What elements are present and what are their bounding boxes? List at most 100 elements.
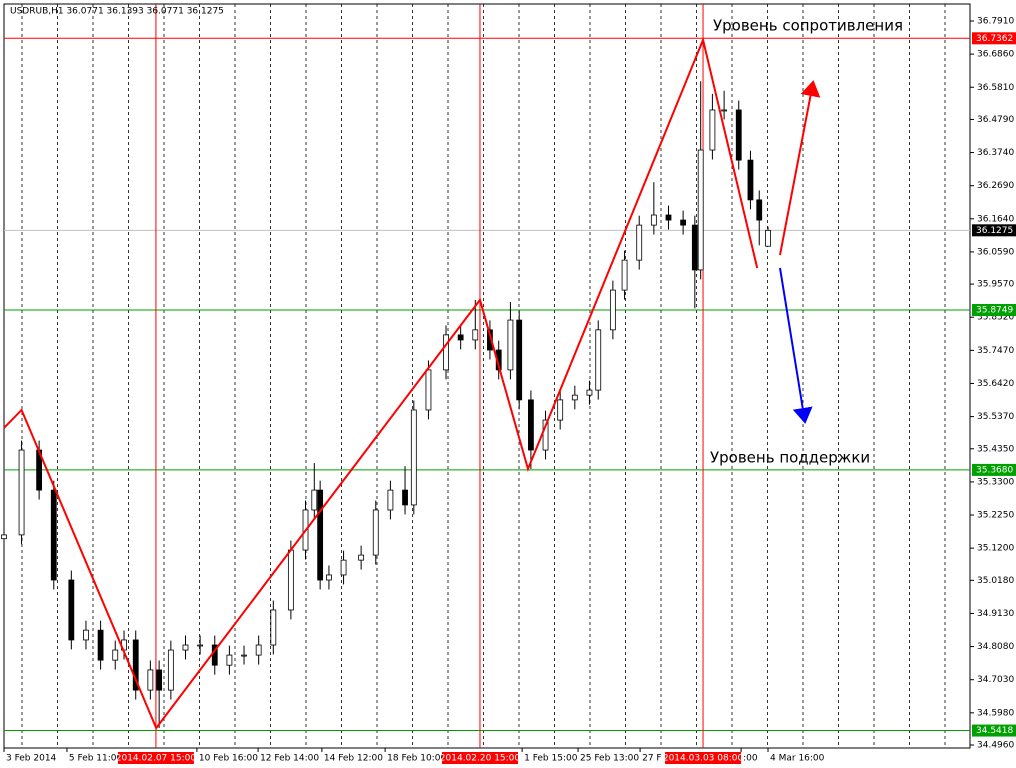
- candle-body: [621, 259, 628, 291]
- candle-body: [372, 509, 379, 556]
- plot-frame: [3, 3, 971, 749]
- x-tick-label: 18 Feb 10:00: [387, 754, 446, 764]
- candle-body: [709, 109, 716, 151]
- y-tick-label: 34.5980: [977, 708, 1014, 718]
- candle-body: [1, 534, 7, 540]
- y-tick-label: 35.9570: [977, 280, 1014, 290]
- candle-body: [112, 649, 119, 661]
- level-label: 36.7362: [976, 34, 1013, 44]
- candle-body: [402, 489, 408, 506]
- candle-body: [721, 109, 728, 112]
- level-label-box: [972, 224, 1016, 237]
- level-label-box: [972, 463, 1016, 476]
- vline-label-box: [665, 752, 742, 764]
- vline-label: 2014.03.03 08:00: [663, 754, 744, 764]
- y-tick-label: 36.4790: [977, 115, 1014, 125]
- y-tick-label: 35.3300: [977, 477, 1014, 487]
- candle-body: [18, 449, 25, 536]
- candle-body: [665, 214, 672, 221]
- candle-body: [571, 394, 578, 401]
- candle-body: [557, 399, 564, 421]
- candle-body: [507, 319, 514, 371]
- level-label-box: [972, 724, 1016, 737]
- vline-label-box: [117, 752, 194, 764]
- candle-body: [516, 319, 523, 401]
- x-tick-label: 1 Feb 15:00: [524, 754, 578, 764]
- annotation: Уровень поддержки: [710, 449, 870, 467]
- candle-body: [50, 489, 57, 581]
- y-tick-label: 36.3740: [977, 148, 1014, 158]
- x-tick-label: 5 Feb 11:00: [69, 754, 123, 764]
- candle-body: [387, 489, 394, 511]
- candle-body: [609, 289, 616, 331]
- y-tick-label: 35.5370: [977, 412, 1014, 422]
- level-label-box: [972, 304, 1016, 317]
- candle-body: [650, 214, 657, 226]
- arrow-up: [779, 80, 821, 256]
- zigzag-line: [3, 36, 759, 730]
- level-label: 34.5418: [976, 726, 1013, 736]
- candle-body: [528, 399, 534, 451]
- candle-body: [358, 554, 365, 561]
- candle-body: [472, 329, 479, 341]
- candle-body: [542, 419, 549, 451]
- candle-body: [241, 654, 247, 657]
- level-label: 35.3680: [976, 465, 1013, 475]
- y-tick-label: 35.1200: [977, 544, 1014, 554]
- candle-body: [765, 229, 771, 247]
- vline-label: 2014.02.07 15:00: [116, 754, 197, 764]
- candle-body: [197, 644, 204, 647]
- annotation: Уровень сопротивления: [713, 17, 903, 35]
- y-tick-label: 34.8080: [977, 642, 1014, 652]
- vline-label: 2014.02.20 15:00: [440, 754, 521, 764]
- candle-body: [182, 644, 189, 651]
- candle-body: [691, 224, 698, 271]
- candle-body: [425, 369, 432, 411]
- x-tick-label: 25 Feb 13:00: [580, 754, 639, 764]
- x-tick-label: 12 Feb 14:00: [260, 754, 319, 764]
- x-tick-label: 10 Feb 16:00: [199, 754, 258, 764]
- x-tick-label: 4 Mar 16:00: [770, 754, 825, 764]
- candle-body: [326, 574, 332, 581]
- candle-body: [595, 329, 602, 391]
- level-label: 36.1275: [976, 226, 1013, 236]
- candle-body: [487, 329, 493, 351]
- candle-body: [697, 149, 704, 271]
- candle-body: [270, 609, 277, 646]
- y-tick-label: 35.0180: [977, 576, 1014, 586]
- candle-body: [311, 489, 318, 511]
- x-tick-label: 14 Feb 12:00: [324, 754, 383, 764]
- y-tick-label: 34.7030: [977, 675, 1014, 685]
- candle-body: [255, 644, 262, 656]
- x-tick-label: 3 Feb 2014: [6, 754, 57, 764]
- y-tick-label: 36.6860: [977, 50, 1014, 60]
- y-tick-label: 35.6420: [977, 379, 1014, 389]
- y-tick-label: 36.0590: [977, 247, 1014, 257]
- y-tick-label: 36.2690: [977, 181, 1014, 191]
- y-tick-label: 34.4960: [977, 741, 1014, 751]
- candle-body: [747, 159, 754, 201]
- x-tick-label: 27 F: [642, 754, 662, 764]
- candle-body: [83, 629, 89, 641]
- y-tick-label: 34.9130: [977, 609, 1014, 619]
- candle-body: [226, 654, 233, 666]
- candle-body: [97, 629, 104, 661]
- candle-body: [680, 219, 687, 226]
- candle-body: [287, 549, 294, 611]
- y-tick-label: 36.7910: [977, 17, 1014, 27]
- y-tick-label: 35.7470: [977, 346, 1014, 356]
- y-tick-label: 35.8520: [977, 313, 1014, 323]
- candle-body: [410, 409, 417, 506]
- marks: [1, 36, 771, 730]
- level-label-box: [972, 32, 1016, 45]
- candle-body: [68, 579, 75, 641]
- y-tick-label: 36.1640: [977, 214, 1014, 224]
- level-label: 35.8749: [976, 306, 1013, 316]
- y-tick-label: 35.2250: [977, 511, 1014, 521]
- y-tick-label: 35.4350: [977, 444, 1014, 454]
- candle-body: [156, 669, 163, 691]
- candle-body: [443, 334, 449, 371]
- candle-body: [340, 559, 347, 576]
- arrow-down: [779, 267, 813, 424]
